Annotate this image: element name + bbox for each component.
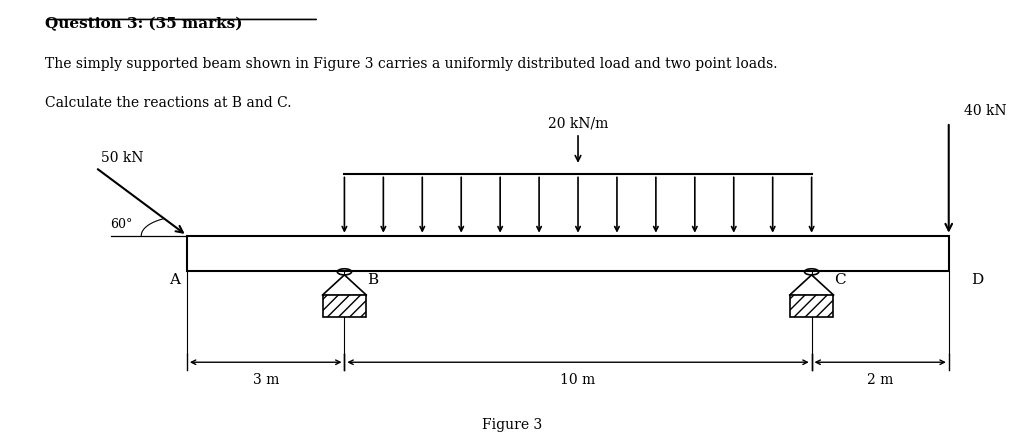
Text: 20 kN/m: 20 kN/m <box>548 117 608 131</box>
Text: 2 m: 2 m <box>867 373 893 387</box>
Text: Figure 3: Figure 3 <box>482 418 542 432</box>
Polygon shape <box>790 275 834 295</box>
Bar <box>324 295 366 317</box>
Text: 10 m: 10 m <box>560 373 596 387</box>
Polygon shape <box>323 275 367 295</box>
Text: 50 kN: 50 kN <box>100 151 143 166</box>
Text: 40 kN: 40 kN <box>964 104 1007 117</box>
Text: 60°: 60° <box>110 218 132 231</box>
Text: D: D <box>971 273 983 287</box>
Text: Calculate the reactions at B and C.: Calculate the reactions at B and C. <box>45 96 291 110</box>
Text: Question 3: (35 marks): Question 3: (35 marks) <box>45 17 243 32</box>
Bar <box>187 235 949 271</box>
Text: C: C <box>835 273 846 287</box>
Bar <box>791 295 833 317</box>
Text: 3 m: 3 m <box>253 373 279 387</box>
Text: The simply supported beam shown in Figure 3 carries a uniformly distributed load: The simply supported beam shown in Figur… <box>45 57 777 71</box>
Text: A: A <box>169 273 180 287</box>
Text: B: B <box>368 273 379 287</box>
